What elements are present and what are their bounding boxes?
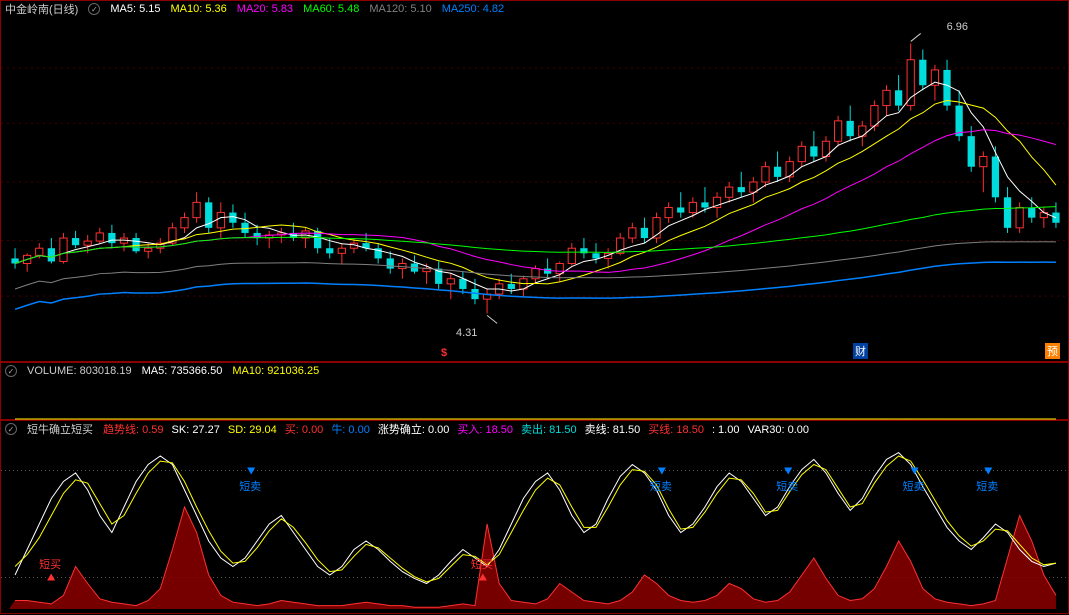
candlestick-chart[interactable] xyxy=(1,1,1069,363)
ma10-label: MA10: 5.36 xyxy=(171,3,227,15)
volume-label: VOLUME: 803018.19 xyxy=(27,365,132,377)
sell-marker: 短卖 xyxy=(650,478,672,494)
indicator-chart[interactable] xyxy=(1,421,1069,615)
volume-panel[interactable]: ✓ VOLUME: 803018.19 MA5: 735366.50 MA10:… xyxy=(0,362,1069,420)
ma5-label: MA5: 5.15 xyxy=(110,3,160,15)
ma20-label: MA20: 5.83 xyxy=(237,3,293,15)
volume-header: ✓ VOLUME: 803018.19 MA5: 735366.50 MA10:… xyxy=(1,363,1068,379)
toggle-icon[interactable]: ✓ xyxy=(5,365,17,377)
vol-ma5-label: MA5: 735366.50 xyxy=(142,365,223,377)
badge-cai[interactable]: 财 xyxy=(853,343,868,359)
ma120-label: MA120: 5.10 xyxy=(369,3,431,15)
main-header: 中金岭南(日线) ✓ MA5: 5.15 MA10: 5.36 MA20: 5.… xyxy=(1,1,1068,17)
high-marker: 6.96 xyxy=(947,21,968,33)
ma250-label: MA250: 4.82 xyxy=(442,3,504,15)
buy-marker: 短买 xyxy=(471,556,493,572)
main-chart-panel[interactable]: 中金岭南(日线) ✓ MA5: 5.15 MA10: 5.36 MA20: 5.… xyxy=(0,0,1069,362)
indicator-values: 趋势线: 0.59SK: 27.27SD: 29.04买: 0.00牛: 0.0… xyxy=(103,421,817,437)
low-marker: 4.31 xyxy=(456,327,477,339)
vol-ma10-label: MA10: 921036.25 xyxy=(232,365,319,377)
sell-marker: 短卖 xyxy=(239,478,261,494)
indicator-header: ✓ 短牛确立短买 趋势线: 0.59SK: 27.27SD: 29.04买: 0… xyxy=(1,421,1068,437)
toggle-icon[interactable]: ✓ xyxy=(5,423,17,435)
toggle-icon[interactable]: ✓ xyxy=(88,3,100,15)
sell-marker: 短卖 xyxy=(976,478,998,494)
dollar-marker: $ xyxy=(441,347,447,359)
indicator-name: 短牛确立短买 xyxy=(27,421,93,437)
indicator-panel[interactable]: ✓ 短牛确立短买 趋势线: 0.59SK: 27.27SD: 29.04买: 0… xyxy=(0,420,1069,614)
ma60-label: MA60: 5.48 xyxy=(303,3,359,15)
sell-marker: 短卖 xyxy=(903,478,925,494)
badge-yu[interactable]: 预 xyxy=(1045,343,1060,359)
stock-title: 中金岭南(日线) xyxy=(5,1,78,17)
buy-marker: 短买 xyxy=(39,556,61,572)
sell-marker: 短卖 xyxy=(776,478,798,494)
chart-container: 中金岭南(日线) ✓ MA5: 5.15 MA10: 5.36 MA20: 5.… xyxy=(0,0,1069,614)
